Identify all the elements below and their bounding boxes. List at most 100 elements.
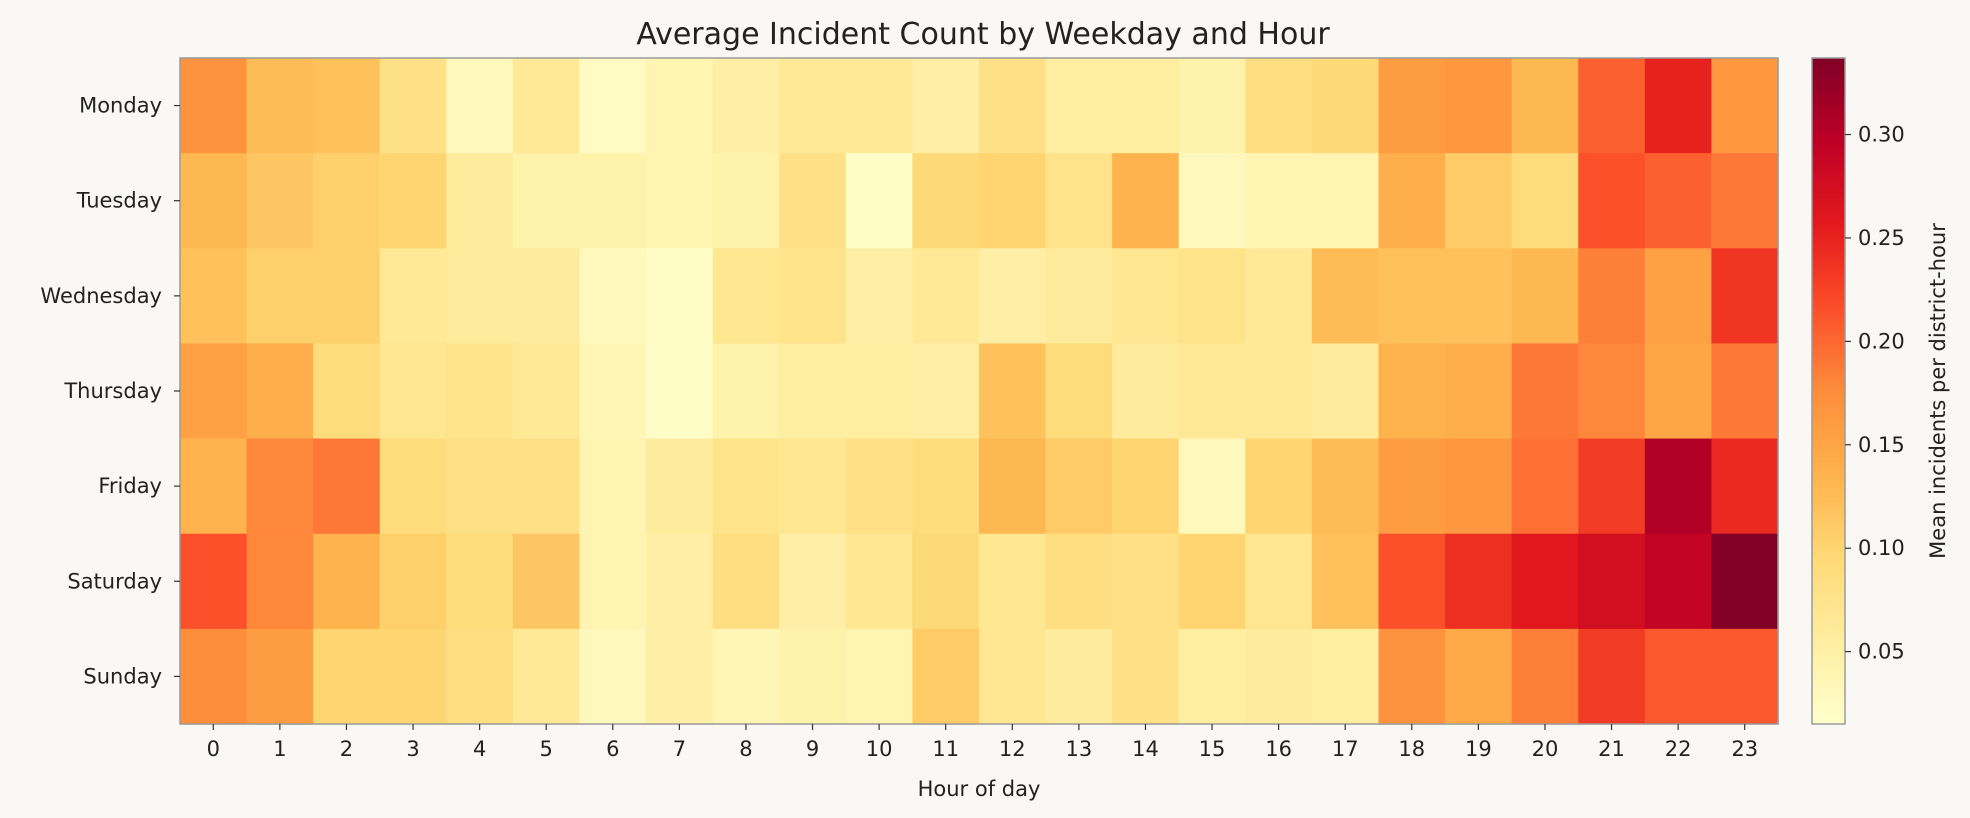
heatmap-cell [1178, 628, 1246, 725]
heatmap-cell [1578, 628, 1646, 725]
heatmap-cell [446, 58, 514, 154]
heatmap-cell [1178, 58, 1246, 154]
x-tick-label: 21 [1598, 737, 1625, 761]
heatmap-cell [246, 58, 314, 154]
heatmap-cell [912, 153, 980, 249]
heatmap-cell [1578, 343, 1646, 440]
heatmap-cell [180, 58, 248, 154]
heatmap-cell [313, 438, 381, 535]
heatmap-cell [779, 58, 847, 154]
heatmap-cell [313, 248, 381, 345]
heatmap-cell [1245, 58, 1313, 154]
heatmap-cell [979, 248, 1047, 345]
heatmap-cell [313, 628, 381, 725]
heatmap-cell [646, 438, 714, 535]
heatmap-cell [1711, 628, 1779, 725]
heatmap-cell [912, 343, 980, 440]
heatmap-cell [180, 153, 248, 249]
heatmap-cell [1511, 248, 1579, 345]
heatmap-cell [646, 248, 714, 345]
heatmap-cell [1112, 533, 1180, 630]
heatmap-cell [1711, 153, 1779, 249]
heatmap-cell [1245, 248, 1313, 345]
heatmap-cell [180, 628, 248, 725]
colorbar-tick-label: 0.25 [1858, 226, 1905, 250]
heatmap-cell [979, 533, 1047, 630]
heatmap-cell [979, 628, 1047, 725]
heatmap-cell [912, 248, 980, 345]
heatmap-cells [180, 58, 1779, 725]
heatmap-cell [845, 533, 914, 630]
colorbar-tick-label: 0.20 [1858, 329, 1905, 353]
heatmap-cell [1311, 153, 1380, 249]
colorbar-tick-label: 0.30 [1858, 123, 1905, 147]
heatmap-cell [1378, 248, 1446, 345]
x-tick-label: 11 [932, 737, 959, 761]
heatmap-cell [313, 343, 381, 440]
heatmap-cell [1445, 628, 1513, 725]
y-tick-label: Wednesday [40, 284, 162, 308]
heatmap-cell [845, 343, 914, 440]
heatmap-cell [1511, 438, 1579, 535]
y-axis-ticks: Monday Tuesday Wednesday Thursday Friday Satu… [40, 94, 180, 688]
heatmap-cell [1644, 58, 1713, 154]
heatmap-cell [646, 343, 714, 440]
heatmap-cell [579, 153, 647, 249]
heatmap-cell [1445, 248, 1513, 345]
x-tick-label: 7 [673, 737, 686, 761]
heatmap-cell [1711, 533, 1779, 630]
heatmap-cell [1311, 628, 1380, 725]
heatmap-cell [579, 628, 647, 725]
heatmap-cell [379, 628, 447, 725]
heatmap-cell [246, 343, 314, 440]
heatmap-cell [1311, 58, 1380, 154]
heatmap-cell [512, 58, 581, 154]
heatmap-cell [779, 153, 847, 249]
heatmap-cell [1378, 628, 1446, 725]
heatmap-cell [1511, 343, 1579, 440]
heatmap-cell [1245, 153, 1313, 249]
heatmap-cell [246, 533, 314, 630]
heatmap-cell [1644, 153, 1713, 249]
x-tick-label: 8 [739, 737, 752, 761]
heatmap-cell [1245, 438, 1313, 535]
x-tick-label: 0 [207, 737, 220, 761]
y-tick-label: Sunday [83, 664, 162, 688]
x-tick-label: 10 [866, 737, 893, 761]
heatmap-cell [579, 533, 647, 630]
x-tick-label: 1 [273, 737, 286, 761]
heatmap-cell [1178, 153, 1246, 249]
heatmap-cell [512, 533, 581, 630]
heatmap-cell [1378, 343, 1446, 440]
x-tick-label: 9 [806, 737, 819, 761]
heatmap-cell [912, 438, 980, 535]
x-tick-label: 3 [406, 737, 419, 761]
heatmap-cell [912, 58, 980, 154]
x-tick-label: 2 [340, 737, 353, 761]
heatmap-cell [313, 153, 381, 249]
heatmap-cell [1644, 248, 1713, 345]
heatmap-cell [779, 248, 847, 345]
heatmap-cell [1378, 58, 1446, 154]
heatmap-cell [1511, 628, 1579, 725]
heatmap-cell [646, 58, 714, 154]
x-tick-label: 13 [1066, 737, 1093, 761]
heatmap-cell [1045, 438, 1113, 535]
heatmap-cell [1644, 438, 1713, 535]
heatmap-cell [379, 58, 447, 154]
chart-title: Average Incident Count by Weekday and Ho… [636, 17, 1330, 52]
colorbar-tick-label: 0.05 [1858, 640, 1905, 664]
heatmap-cell [712, 533, 780, 630]
x-tick-label: 6 [606, 737, 619, 761]
heatmap-cell [1245, 533, 1313, 630]
heatmap-cell [579, 438, 647, 535]
heatmap-cell [979, 343, 1047, 440]
colorbar-tick-label: 0.15 [1858, 433, 1905, 457]
x-tick-label: 15 [1199, 737, 1226, 761]
heatmap-cell [1045, 248, 1113, 345]
heatmap-cell [712, 58, 780, 154]
heatmap-cell [579, 343, 647, 440]
heatmap-cell [845, 58, 914, 154]
heatmap-cell [379, 533, 447, 630]
